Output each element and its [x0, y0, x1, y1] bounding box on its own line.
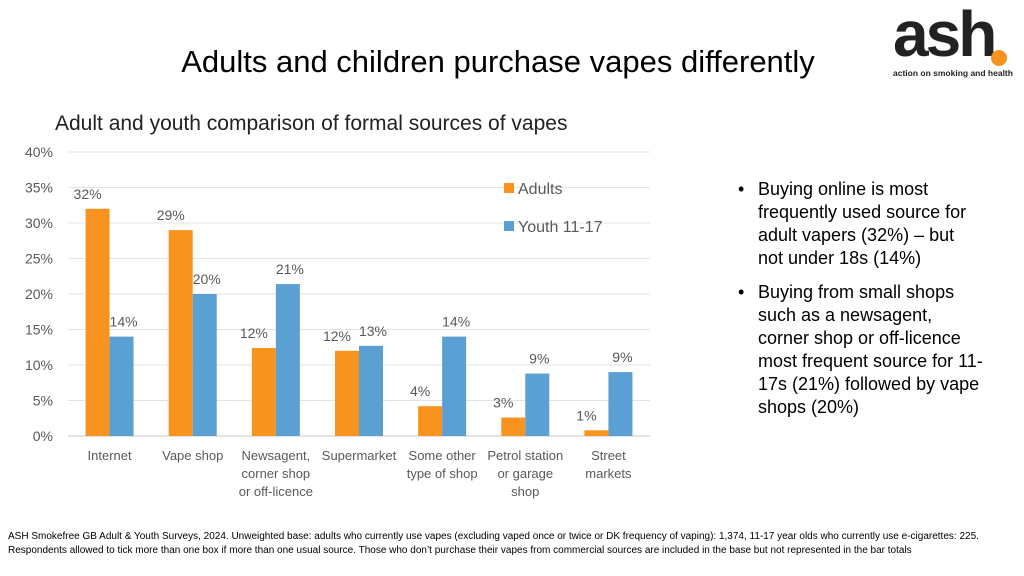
y-tick-label: 5% — [33, 393, 53, 409]
legend-swatch — [504, 183, 514, 193]
x-tick-label: Internet — [88, 448, 132, 463]
x-tick-label: Street — [591, 448, 626, 463]
data-label: 14% — [442, 314, 470, 330]
bar-adults — [251, 347, 276, 436]
data-label: 4% — [410, 383, 430, 399]
data-label: 1% — [576, 407, 596, 423]
data-label: 29% — [157, 207, 185, 223]
data-label: 3% — [493, 395, 513, 411]
bar-youth — [192, 294, 217, 436]
data-label: 12% — [240, 325, 268, 341]
x-tick-label: Petrol station — [487, 448, 563, 463]
x-tick-label: Supermarket — [322, 448, 397, 463]
data-label: 12% — [323, 328, 351, 344]
data-label: 21% — [276, 261, 304, 277]
data-label: 32% — [74, 186, 102, 202]
slide-title: Adults and children purchase vapes diffe… — [181, 44, 815, 79]
x-tick-label: Some other — [409, 448, 477, 463]
ash-logo: ash action on smoking and health — [893, 2, 1017, 82]
y-tick-label: 10% — [25, 357, 53, 373]
logo-wordmark: ash — [893, 0, 997, 70]
legend-swatch — [504, 221, 514, 231]
x-tick-label: markets — [585, 466, 632, 481]
bar-youth — [608, 372, 633, 436]
bullet-item: Buying online is most frequently used so… — [738, 178, 983, 270]
x-tick-label: or garage — [497, 466, 553, 481]
bar-adults — [85, 208, 110, 436]
x-tick-label: shop — [511, 484, 539, 499]
source-footnote: ASH Smokefree GB Adult & Youth Surveys, … — [8, 531, 979, 556]
y-tick-label: 20% — [25, 286, 53, 302]
bar-adults — [168, 230, 193, 436]
data-label: 13% — [359, 323, 387, 339]
y-tick-label: 0% — [33, 428, 53, 444]
data-label: 20% — [193, 271, 221, 287]
legend-label: Youth 11-17 — [518, 219, 603, 236]
bar-youth — [525, 373, 550, 436]
bar-youth — [275, 284, 300, 436]
bar-adults — [418, 406, 443, 436]
y-tick-label: 30% — [25, 215, 53, 231]
key-findings-list: Buying online is most frequently used so… — [738, 178, 983, 430]
data-label: 9% — [612, 349, 632, 365]
x-tick-label: type of shop — [407, 466, 478, 481]
x-tick-label: Vape shop — [162, 448, 223, 463]
data-label: 9% — [529, 351, 549, 367]
bar-adults — [584, 430, 609, 436]
y-tick-label: 35% — [25, 180, 53, 196]
y-tick-label: 40% — [25, 144, 53, 160]
bullet-item: Buying from small shops such as a newsag… — [738, 281, 983, 419]
logo-dot — [991, 50, 1007, 66]
data-label: 14% — [110, 314, 138, 330]
bar-adults — [335, 350, 359, 436]
y-tick-label: 25% — [25, 251, 53, 267]
chart-title: Adult and youth comparison of formal sou… — [55, 112, 568, 135]
bar-youth — [442, 336, 467, 436]
legend-label: Adults — [518, 181, 562, 198]
bar-youth — [359, 345, 383, 436]
bar-youth — [109, 336, 134, 436]
bar-chart: 0% 5% 10% 15% 20% 25% 30% 35% 40% 32% 14% Internet 2… — [25, 144, 650, 499]
y-tick-label: 15% — [25, 322, 53, 338]
x-tick-label: Newsagent, — [242, 448, 311, 463]
bar-adults — [501, 417, 526, 436]
x-tick-label: corner shop — [242, 466, 311, 481]
x-tick-label: or off-licence — [239, 484, 313, 499]
logo-tagline: action on smoking and health — [893, 68, 1013, 78]
